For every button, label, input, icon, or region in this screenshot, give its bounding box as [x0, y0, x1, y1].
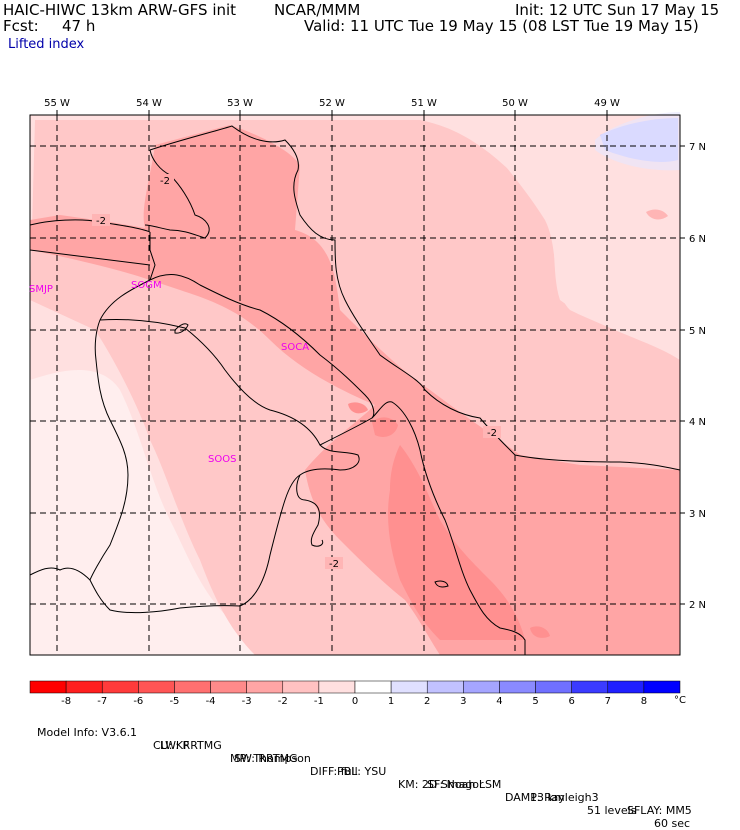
forecast-label: Fcst:	[3, 17, 39, 35]
lon-label-52w: 52 W	[319, 98, 345, 109]
colorbar-tick-label: 3	[460, 696, 466, 707]
colorbar-swatch	[463, 680, 500, 694]
map-frame	[29, 114, 681, 656]
lat-label-2n: 2 N	[689, 600, 706, 611]
colorbar-swatch	[101, 680, 139, 694]
model-title: HAIC-HIWC 13km ARW-GFS init	[3, 1, 237, 19]
station-label-soos: SOOS	[208, 454, 236, 465]
colorbar-tick-label: -2	[278, 696, 288, 707]
colorbar-swatch	[246, 680, 284, 694]
field-name: Lifted index	[8, 37, 85, 52]
contour-label: -2	[329, 559, 339, 570]
lat-label-7n: 7 N	[689, 142, 706, 153]
time-step: 60 sec	[654, 817, 691, 830]
colorbar	[29, 680, 681, 694]
field-zone-minus3-c	[348, 402, 368, 414]
field-zone-minus3-b	[372, 417, 398, 437]
org-label: NCAR/MMM	[274, 1, 361, 19]
lon-label-49w: 49 W	[594, 98, 620, 109]
damping-option: DAMP: Rayleigh3	[505, 791, 599, 804]
colorbar-tick-label: 7	[605, 696, 611, 707]
colorbar-swatch	[607, 680, 645, 694]
contour-label: -2	[96, 216, 106, 227]
colorbar-swatch	[499, 680, 536, 694]
colorbar-tick-label: -6	[133, 696, 143, 707]
colorbar-tick-label: 1	[388, 696, 394, 707]
diffusion-option: DIFF: full	[310, 765, 358, 778]
field-zone-light-ne	[470, 120, 680, 360]
lat-lon-grid	[30, 115, 680, 655]
lat-label-6n: 6 N	[689, 234, 706, 245]
colorbar-swatch	[318, 680, 356, 694]
shortwave-scheme: SW: RRTMG	[234, 752, 298, 765]
colorbar-tick-label: 2	[424, 696, 430, 707]
frame-ticks	[56, 110, 685, 605]
surface-layer-scheme: SFLAY: MM5	[627, 804, 692, 817]
lon-label-51w: 51 W	[411, 98, 437, 109]
field-zone-blue-edge	[595, 112, 680, 171]
valid-time: Valid: 11 UTC Tue 19 May 15 (08 LST Tue …	[304, 17, 699, 35]
model-info-line1: Model Info: V3.6.1 CU: KF MP: Thompson P…	[30, 713, 690, 830]
lon-label-55w: 55 W	[44, 98, 70, 109]
colorbar-tick-label: 8	[641, 696, 647, 707]
model-version: Model Info: V3.6.1	[37, 726, 138, 739]
lat-label-3n: 3 N	[689, 509, 706, 520]
longwave-scheme: LW: RRTMG	[160, 739, 222, 752]
colorbar-swatch	[390, 680, 428, 694]
lon-label-50w: 50 W	[502, 98, 528, 109]
station-label-sogm: SOGM	[131, 280, 162, 291]
colorbar-tick-label: 6	[568, 696, 574, 707]
colorbar-swatch	[571, 680, 609, 694]
lat-label-4n: 4 N	[689, 417, 706, 428]
colorbar-swatch	[535, 680, 572, 694]
colorbar-tick-label: 4	[496, 696, 502, 707]
colorbar-ticks: -8 -7 -6 -5 -4 -3 -2 -1 0 1 2 3 4 5 6 7 8	[61, 696, 647, 707]
colorbar-swatch	[643, 680, 681, 694]
colorbar-swatch	[174, 680, 211, 694]
station-label-soca: SOCA	[281, 342, 309, 353]
colorbar-swatch	[65, 680, 103, 694]
colorbar-tick-label: 0	[352, 696, 358, 707]
init-time: Init: 12 UTC Sun 17 May 15	[515, 1, 720, 19]
contour-label: -2	[487, 428, 497, 439]
forecast-hour: 47 h	[62, 17, 96, 35]
field-zone-minus2	[30, 125, 680, 655]
lon-label-54w: 54 W	[136, 98, 162, 109]
colorbar-tick-label: -1	[314, 696, 324, 707]
colorbar-swatch	[354, 680, 392, 694]
contour-label: -2	[160, 176, 170, 187]
coastlines	[29, 125, 681, 655]
field-zone-minus3	[388, 445, 525, 640]
colorbar-swatch	[426, 680, 464, 694]
colorbar-tick-label: -5	[169, 696, 179, 707]
colorbar-unit: °C	[674, 695, 686, 706]
colorbar-tick-label: -7	[97, 696, 107, 707]
colorbar-swatch	[29, 680, 67, 694]
colorbar-swatch	[138, 680, 175, 694]
lon-label-53w: 53 W	[227, 98, 253, 109]
colorbar-swatch	[282, 680, 320, 694]
lat-label-5n: 5 N	[689, 326, 706, 337]
km-option: KM: 2D Smagor	[398, 778, 484, 791]
lifted-index-map: 55 W 54 W 53 W 52 W 51 W 50 W 49 W 7 N 6…	[29, 98, 706, 707]
colorbar-tick-label: -8	[61, 696, 71, 707]
field-zone-minus3-d	[530, 626, 550, 638]
station-label-smjp: SMJP	[29, 284, 53, 295]
colorbar-swatch	[210, 680, 247, 694]
colorbar-tick-label: -3	[242, 696, 252, 707]
field-zone-minus2-small	[646, 209, 668, 220]
colorbar-tick-label: -4	[206, 696, 216, 707]
colorbar-tick-label: 5	[532, 696, 538, 707]
